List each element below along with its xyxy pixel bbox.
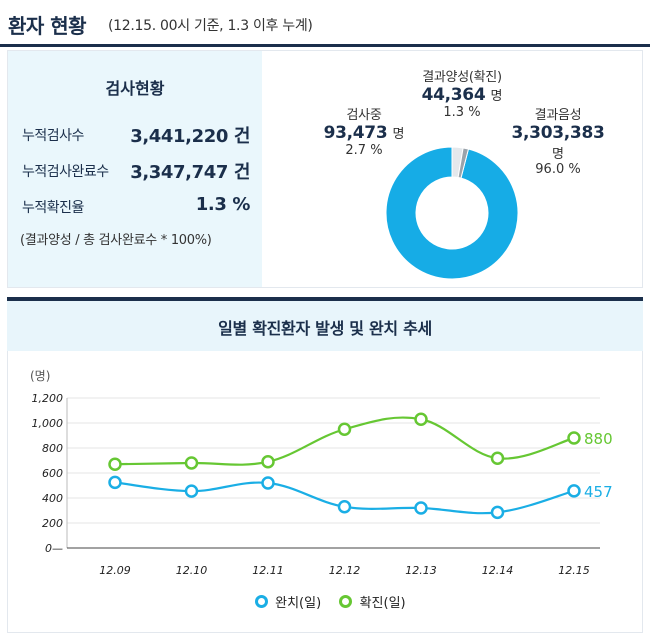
donut-slices <box>385 146 519 280</box>
stat-value-completed-tests: 3,347,747 건 <box>130 162 250 183</box>
donut-slice-positive <box>457 147 470 179</box>
result-donut-area: 검사중 93,473 명 2.7 % 결과양성(확진) 44,364 명 1.3… <box>262 51 642 287</box>
stat-label-positive-rate: 누적확진율 <box>22 200 84 216</box>
donut-testing-name: 검사중 <box>346 108 382 123</box>
donut-slice-negative <box>385 146 519 280</box>
stats-heading: 검사현황 <box>105 79 165 98</box>
donut-positive-value: 44,364 <box>421 85 486 105</box>
legend-confirmed-marker <box>339 595 353 608</box>
donut-testing-unit: 명 <box>392 127 405 142</box>
donut-positive-name: 결과양성(확진) <box>422 70 502 85</box>
legend-recovered-marker <box>255 595 268 608</box>
chart-legend: 완치(일) 확진(일) <box>255 592 406 611</box>
stat-label-total-tests: 누적검사수 <box>22 128 84 144</box>
stat-value-total-tests: 3,441,220 건 <box>130 126 250 147</box>
donut-positive-pct: 1.3 % <box>443 105 481 120</box>
stat-label-completed-tests: 누적검사완료수 <box>22 164 109 180</box>
donut-positive-unit: 명 <box>490 89 503 104</box>
page-title: 환자 현황 <box>8 14 87 38</box>
donut-negative-unit: 명 <box>552 147 564 162</box>
donut-label-positive: 결과양성(확진) 44,364 명 1.3 % <box>397 66 527 120</box>
chart-title: 일별 확진환자 발생 및 완치 추세 <box>218 319 432 338</box>
donut-label-testing: 검사중 93,473 명 2.7 % <box>316 104 412 158</box>
section-divider <box>7 297 643 301</box>
donut-negative-name: 결과음성 <box>534 108 582 123</box>
chart-header: 일별 확진환자 발생 및 완치 추세 <box>7 301 643 351</box>
legend-recovered-label: 완치(일) <box>275 596 322 611</box>
legend-confirmed-label: 확진(일) <box>359 596 406 611</box>
donut-label-negative: 결과음성 3,303,383 명 96.0 % <box>502 104 614 177</box>
donut-negative-value: 3,303,383 <box>511 123 605 143</box>
stat-value-positive-rate: 1.3 % <box>195 194 251 215</box>
donut-testing-pct: 2.7 % <box>345 143 383 158</box>
donut-negative-pct: 96.0 % <box>535 162 581 177</box>
chart-frame <box>7 351 643 633</box>
donut-testing-value: 93,473 <box>323 123 388 143</box>
test-stats-box: 검사현황 누적검사수 3,441,220 건 누적검사완료수 3,347,747… <box>8 51 262 287</box>
header-divider <box>0 44 650 47</box>
result-donut-chart <box>385 146 519 280</box>
test-status-panel: 검사현황 누적검사수 3,441,220 건 누적검사완료수 3,347,747… <box>7 50 643 288</box>
header: 환자 현황 (12.15. 00시 기준, 1.3 이후 누계) <box>0 0 650 47</box>
stats-note: (결과양성 / 총 검사완료수 * 100%) <box>20 233 212 248</box>
page-subtitle: (12.15. 00시 기준, 1.3 이후 누계) <box>108 18 313 34</box>
